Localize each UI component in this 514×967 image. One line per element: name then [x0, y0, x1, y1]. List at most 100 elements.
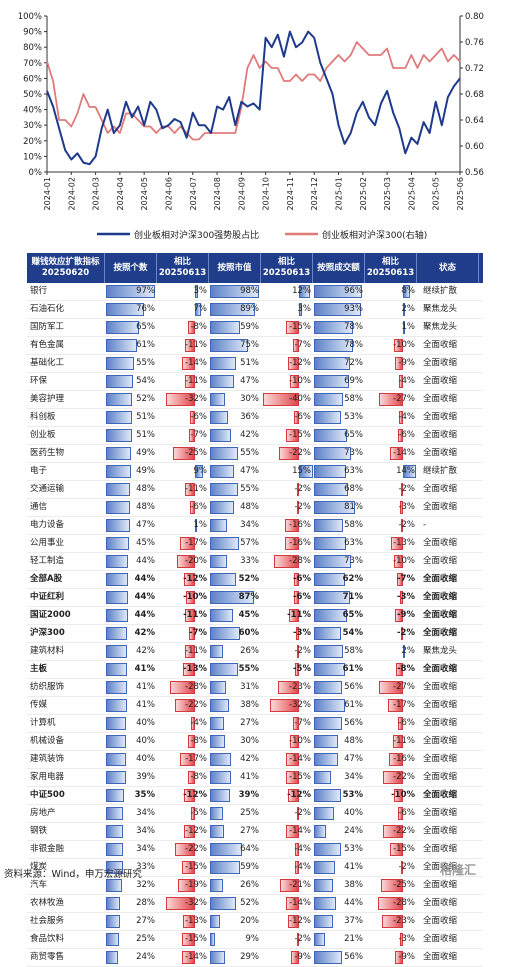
value-cell: 89% [209, 301, 261, 318]
row-status: 全面收缩 [423, 808, 458, 818]
value-label: 38% [344, 880, 363, 890]
value-cell: 72% [313, 355, 365, 372]
table-row: 农林牧渔 28% -32% 52% -14% 44% -28% 全面收缩 [27, 895, 483, 913]
change-cell: -6% [365, 427, 417, 444]
value-bar [106, 951, 118, 964]
change-cell: -8% [365, 661, 417, 678]
value-bar [314, 807, 334, 820]
change-label: -17% [393, 700, 415, 710]
change-label: -27% [393, 682, 415, 692]
change-label: -2% [294, 502, 311, 512]
value-bar [314, 753, 338, 766]
change-bar [299, 303, 302, 316]
value-bar [210, 573, 236, 586]
value-bar [314, 645, 343, 658]
change-cell: -6% [157, 499, 209, 516]
change-bar [294, 663, 299, 676]
change-label: -4% [398, 412, 415, 422]
change-label: -9% [398, 952, 415, 962]
value-label: 41% [240, 772, 259, 782]
row-status: 全面收缩 [423, 538, 458, 548]
value-label: 52% [136, 394, 155, 404]
value-bar [106, 555, 128, 568]
value-bar [106, 393, 132, 406]
change-cell: 9% [157, 463, 209, 480]
row-name: 非银金融 [30, 844, 65, 854]
value-bar [314, 843, 341, 856]
change-label: -32% [185, 394, 207, 404]
change-label: -5% [190, 808, 207, 818]
change-cell: -12% [157, 823, 209, 840]
change-cell: -17% [157, 535, 209, 552]
value-label: 87% [238, 592, 259, 602]
change-bar [394, 789, 403, 802]
change-bar [285, 771, 299, 784]
change-bar [278, 681, 299, 694]
value-label: 34% [136, 826, 155, 836]
change-label: -27% [393, 394, 415, 404]
value-bar [106, 519, 130, 532]
row-name: 交通运输 [30, 484, 65, 494]
value-label: 59% [240, 322, 259, 332]
value-bar [314, 825, 326, 838]
x-tick-label: 2025-05 [432, 177, 441, 210]
row-name: 食品饮料 [30, 934, 65, 944]
change-bar [397, 717, 403, 730]
value-bar [314, 681, 342, 694]
value-label: 56% [344, 952, 363, 962]
left-axis-ticks: 0% 10% 20% 30% 40% 50% 60% 70% 80% 90% 100% [18, 12, 47, 178]
change-cell: 3% [157, 283, 209, 300]
value-cell: 45% [209, 607, 261, 624]
change-cell: -7% [365, 571, 417, 588]
change-label: -6% [293, 592, 311, 602]
change-label: -4% [294, 862, 311, 872]
value-cell: 34% [313, 769, 365, 786]
value-label: 49% [136, 448, 155, 458]
row-status: 继续扩散 [423, 466, 458, 476]
value-bar [210, 591, 254, 604]
value-cell: 26% [209, 877, 261, 894]
row-name: 计算机 [30, 718, 56, 728]
change-label: -10% [289, 376, 311, 386]
change-label: -12% [185, 826, 207, 836]
change-cell: -40% [261, 391, 313, 408]
value-bar [106, 411, 132, 424]
row-status: 全面收缩 [423, 790, 458, 800]
change-cell: -11% [157, 643, 209, 660]
change-bar [295, 843, 299, 856]
value-bar [314, 321, 353, 334]
value-cell: 61% [313, 661, 365, 678]
change-bar [284, 537, 299, 550]
value-cell: 55% [209, 661, 261, 678]
row-status: 全面收缩 [423, 448, 458, 458]
change-label: -8% [190, 772, 207, 782]
left-tick-label: 90% [23, 28, 42, 38]
value-bar [210, 375, 234, 388]
change-cell: -6% [157, 409, 209, 426]
change-label: 12% [292, 286, 311, 296]
table-row: 建筑装饰 40% -17% 42% -14% 47% -16% 全面收缩 [27, 751, 483, 769]
value-cell: 53% [313, 841, 365, 858]
table-row: 纺织服饰 41% -28% 31% -23% 56% -27% 全面收缩 [27, 679, 483, 697]
value-bar [210, 699, 229, 712]
chart-series [46, 30, 461, 166]
value-cell: 42% [209, 427, 261, 444]
change-cell: -10% [365, 553, 417, 570]
value-cell: 41% [209, 769, 261, 786]
change-cell: -4% [157, 715, 209, 732]
row-name: 煤炭 [30, 862, 48, 872]
change-label: -8% [397, 664, 415, 674]
value-cell: 41% [313, 859, 365, 876]
value-label: 44% [134, 592, 155, 602]
value-label: 61% [344, 700, 363, 710]
value-label: 53% [344, 412, 363, 422]
table-row: 钢铁 34% -12% 27% -14% 24% -22% 全面收缩 [27, 823, 483, 841]
right-tick-label: 0.68 [465, 90, 484, 100]
value-label: 35% [134, 790, 155, 800]
left-tick-label: 50% [23, 90, 42, 100]
right-axis-ticks: 0.56 0.60 0.64 0.68 0.72 0.76 0.80 [460, 12, 484, 178]
value-label: 61% [136, 340, 155, 350]
value-cell: 47% [209, 463, 261, 480]
change-label: -20% [185, 556, 207, 566]
change-label: -6% [398, 808, 415, 818]
